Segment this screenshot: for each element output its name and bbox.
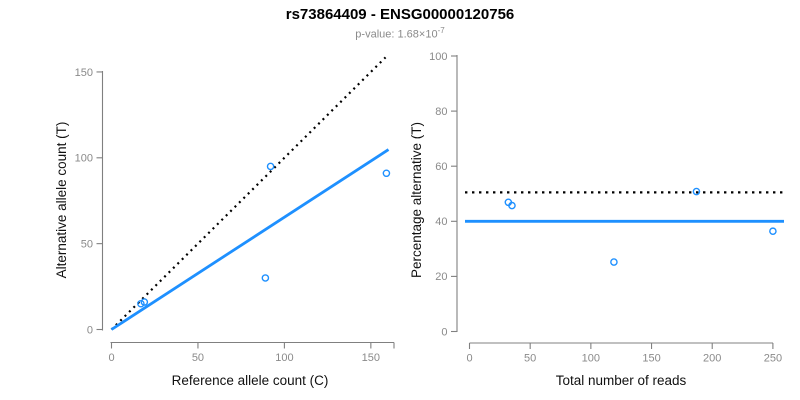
y-tick-label: 100 [429, 51, 447, 63]
x-tick-label: 150 [362, 352, 380, 364]
x-tick-label: 150 [642, 353, 660, 365]
x-tick-label: 200 [703, 353, 721, 365]
x-tick-label: 50 [192, 352, 204, 364]
y-tick-label: 0 [441, 326, 447, 338]
figure-title: rs73864409 - ENSG00000120756 [285, 6, 515, 23]
y-tick-label: 60 [435, 161, 447, 173]
y-tick-label: 50 [81, 238, 93, 250]
left-scatter-plot: 0 50 100 150 0 50 100 150 [75, 56, 395, 364]
data-point [610, 258, 618, 266]
data-point [140, 298, 149, 306]
p-value-text: p-value: 1.68×10 [355, 28, 438, 41]
data-point [382, 169, 391, 178]
figure-subtitle: p-value: 1.68×10-7 [0, 24, 800, 42]
x-tick-label: 100 [582, 353, 600, 365]
fitted-ratio-line [110, 148, 390, 331]
data-point [508, 201, 516, 210]
p-value-exponent: -7 [437, 26, 445, 35]
left-x-axis-title: Reference allele count (C) [171, 373, 329, 388]
y-tick-label: 40 [435, 216, 447, 228]
y-tick-label: 20 [435, 271, 447, 283]
x-tick-label: 0 [108, 352, 114, 364]
y-tick-label: 150 [75, 67, 93, 79]
data-point [692, 187, 701, 196]
x-tick-label: 250 [764, 353, 782, 365]
y-tick-label: 0 [87, 324, 93, 336]
x-tick-label: 100 [275, 352, 293, 364]
y-tick-label: 100 [75, 153, 93, 165]
x-tick-label: 0 [466, 353, 472, 365]
identity-line [110, 56, 387, 331]
x-tick-label: 50 [524, 353, 536, 365]
data-point [769, 227, 777, 236]
right-y-axis-title: Percentage alternative (T) [409, 121, 424, 279]
data-point [261, 274, 270, 282]
right-scatter-plot: 0 20 40 60 80 100 0 50 100 150 200 250 [429, 51, 784, 365]
right-x-axis-title: Total number of reads [555, 373, 687, 388]
data-point [266, 162, 275, 171]
left-y-axis-title: Alternative allele count (T) [54, 121, 69, 279]
y-tick-label: 80 [435, 106, 447, 118]
